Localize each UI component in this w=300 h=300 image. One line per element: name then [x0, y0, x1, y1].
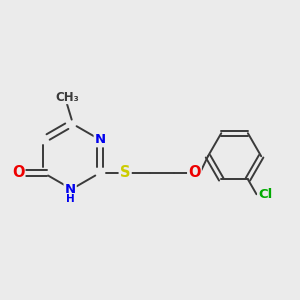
Text: Cl: Cl [258, 188, 272, 201]
Text: O: O [12, 165, 24, 180]
Text: CH₃: CH₃ [55, 91, 79, 103]
Text: N: N [94, 133, 106, 146]
Text: N: N [64, 183, 76, 196]
Text: S: S [120, 165, 130, 180]
Text: O: O [188, 165, 201, 180]
Text: H: H [66, 194, 74, 204]
